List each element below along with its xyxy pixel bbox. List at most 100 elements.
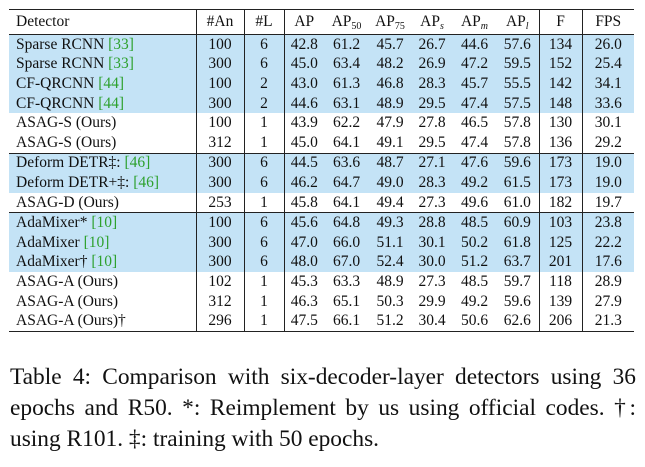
- cell-apm: 47.2: [453, 54, 496, 75]
- cell-ap: 47.0: [283, 232, 324, 253]
- cell-flops: 118: [538, 272, 582, 292]
- table-row: ASAG-D (Ours) 253 1 45.8 64.1 49.4 27.3 49.6 61.…: [9, 192, 634, 213]
- citation-link[interactable]: [10]: [83, 233, 110, 251]
- citation-link[interactable]: [33]: [108, 35, 134, 53]
- comparison-table: Detector #An #L AP AP50 AP75 APs APm APl…: [9, 9, 634, 332]
- citation-link[interactable]: [10]: [91, 214, 118, 232]
- cell-detector: ASAG-A (Ours): [9, 272, 196, 292]
- cell-ap: 42.8: [283, 33, 324, 55]
- cell-ap50: 64.8: [324, 212, 369, 233]
- cell-ap75: 50.3: [376, 292, 404, 310]
- cell-anchors: 100: [195, 113, 244, 133]
- cell-ap: 44.6: [283, 93, 324, 114]
- cell-fps: 19.0: [581, 173, 634, 193]
- detector-name: AdaMixer: [16, 233, 84, 251]
- cell-flops: 103: [538, 212, 582, 233]
- citation-link[interactable]: [44]: [98, 94, 125, 112]
- cell-fps: 28.9: [581, 272, 634, 292]
- detector-name: ASAG-S (Ours): [16, 133, 117, 151]
- cell-apl: 59.6: [503, 292, 531, 310]
- cell-detector: CF-QRCNN [44]: [9, 93, 196, 114]
- cell-ap75: 48.9: [376, 272, 404, 290]
- cell-apm: 48.5: [460, 272, 489, 290]
- cell-aps: 27.1: [411, 152, 453, 174]
- cell-detector: Deform DETR+‡: [46]: [9, 173, 196, 193]
- cell-ap: 45.3: [283, 272, 324, 292]
- cell-apm: 49.6: [460, 193, 489, 211]
- cell-detector: Deform DETR‡: [46]: [9, 152, 196, 174]
- cell-apm: 47.4: [460, 133, 489, 151]
- cell-aps: 29.5: [418, 133, 446, 151]
- cell-layers: 6: [243, 212, 284, 233]
- cell-ap75: 48.9: [369, 93, 411, 114]
- cell-apl: 62.6: [496, 311, 539, 332]
- cell-aps: 29.9: [418, 292, 446, 310]
- cell-aps: 26.7: [411, 33, 453, 55]
- cell-apm: 49.2: [453, 173, 496, 193]
- cell-fps: 33.6: [581, 93, 634, 114]
- cell-ap75: 49.3: [369, 212, 411, 233]
- cell-ap50: 63.4: [324, 54, 369, 75]
- cell-apl: 55.5: [496, 74, 539, 94]
- cell-aps: 28.8: [411, 212, 453, 233]
- citation-link[interactable]: [46]: [124, 154, 151, 172]
- cell-layers: 1: [243, 272, 284, 292]
- detector-name: ASAG-A (Ours)†: [16, 312, 126, 330]
- cell-detector: ASAG-A (Ours)†: [9, 311, 196, 332]
- cell-aps: 30.4: [411, 311, 453, 332]
- cell-ap: 45.6: [283, 212, 324, 233]
- cell-apl: 57.8: [503, 133, 531, 151]
- cell-apm: 47.4: [453, 93, 496, 114]
- cell-ap: 45.8: [283, 192, 324, 213]
- cell-layers: 2: [243, 93, 284, 114]
- cell-detector: ASAG-A (Ours): [9, 292, 196, 312]
- cell-ap75: 49.0: [369, 173, 411, 193]
- cell-detector: CF-QRCNN [44]: [9, 74, 196, 94]
- cell-aps: 26.9: [411, 54, 453, 75]
- cell-ap50: 67.0: [324, 252, 369, 273]
- table-row: ASAG-A (Ours) 312 1 46.3 65.1 50.3 29.9 49.2 59.…: [9, 291, 634, 312]
- cell-ap75: 49.1: [376, 133, 404, 151]
- cell-apl: 63.7: [496, 252, 539, 273]
- cell-aps: 28.3: [411, 74, 453, 94]
- detector-name: ASAG-A (Ours): [16, 292, 119, 310]
- header-apm: APm: [453, 9, 496, 35]
- cell-ap75: 47.9: [376, 114, 404, 132]
- cell-detector: AdaMixer* [10]: [9, 212, 196, 233]
- cell-layers: 6: [243, 54, 284, 75]
- cell-ap50: 64.1: [332, 133, 361, 151]
- cell-detector: AdaMixer† [10]: [9, 252, 196, 273]
- cell-fps: 19.0: [581, 152, 634, 174]
- cell-ap: 45.0: [283, 54, 324, 75]
- cell-ap50: 61.2: [324, 33, 369, 55]
- detector-name: ASAG-S (Ours): [16, 114, 117, 132]
- cell-fps: 19.7: [581, 192, 634, 213]
- cell-ap75: 48.2: [369, 54, 411, 75]
- cell-ap75: 48.7: [369, 152, 411, 174]
- cell-detector: ASAG-S (Ours): [9, 113, 196, 133]
- cell-flops: 139: [538, 291, 582, 312]
- cell-fps: 22.2: [581, 232, 634, 253]
- cell-detector: Sparse RCNN [33]: [9, 33, 196, 55]
- table-row: Sparse RCNN [33] 100 6 42.8 61.2 45.7 26.7 44.6…: [9, 33, 634, 55]
- header-flops: F: [538, 9, 582, 35]
- cell-ap75: 52.4: [369, 252, 411, 273]
- cell-apl: 61.8: [496, 232, 539, 253]
- cell-anchors: 102: [195, 272, 244, 292]
- citation-link[interactable]: [10]: [91, 253, 118, 271]
- header-fps: FPS: [581, 9, 634, 35]
- cell-anchors: 100: [195, 33, 244, 55]
- header-ap50: AP50: [324, 9, 369, 35]
- citation-link[interactable]: [46]: [133, 173, 160, 191]
- citation-link[interactable]: [44]: [98, 74, 125, 92]
- cell-detector: Sparse RCNN [33]: [9, 54, 196, 75]
- table-row: AdaMixer* [10] 100 6 45.6 64.8 49.3 28.8 48.5 60…: [9, 212, 634, 233]
- cell-layers: 6: [243, 232, 284, 253]
- detector-name: CF-QRCNN: [16, 94, 99, 112]
- table-header-row: Detector #An #L AP AP50 AP75 APs APm APl…: [9, 9, 634, 35]
- cell-ap50: 62.2: [332, 114, 361, 132]
- cell-fps: 30.1: [581, 113, 634, 133]
- cell-anchors: 300: [195, 252, 244, 273]
- cell-detector: ASAG-S (Ours): [9, 133, 196, 153]
- citation-link[interactable]: [33]: [108, 55, 134, 73]
